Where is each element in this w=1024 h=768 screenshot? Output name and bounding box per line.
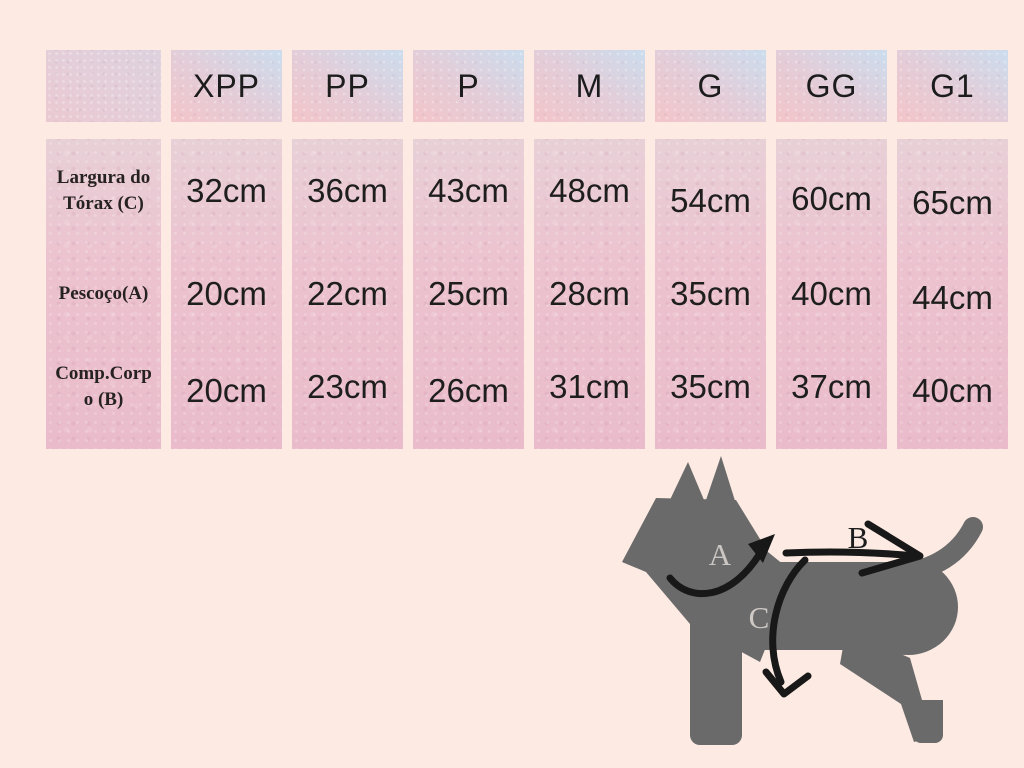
dog-measurement-diagram: A B C xyxy=(610,452,1014,764)
row-label-chest-width: Largura do Tórax (C) xyxy=(56,166,151,214)
value-p-chest: 43cm xyxy=(428,171,509,209)
value-m-length: 31cm xyxy=(549,367,630,405)
size-column-p: 43cm 25cm 26cm xyxy=(413,139,524,449)
value-g1-chest: 65cm xyxy=(912,183,993,221)
size-column-pp: 36cm 22cm 23cm xyxy=(292,139,403,449)
size-column-g1: 65cm 44cm 40cm xyxy=(897,139,1008,449)
back-arrow-b xyxy=(782,548,920,560)
neck-arrow-a xyxy=(666,546,766,598)
value-xpp-length: 20cm xyxy=(186,371,267,409)
size-table: XPP PP P M G GG G1 Largura do Tórax (C) … xyxy=(46,50,1008,449)
value-gg-chest: 60cm xyxy=(791,179,872,217)
value-pp-chest: 36cm xyxy=(307,171,388,209)
back-arrow-b-head xyxy=(858,520,924,577)
value-g-neck: 35cm xyxy=(670,274,751,312)
value-g1-neck: 44cm xyxy=(912,278,993,316)
measure-letter-b: B xyxy=(848,520,869,555)
size-header-xpp: XPP xyxy=(171,50,282,122)
value-xpp-chest: 32cm xyxy=(186,171,267,209)
value-m-chest: 48cm xyxy=(549,171,630,209)
value-m-neck: 28cm xyxy=(549,274,630,312)
value-gg-length: 37cm xyxy=(791,367,872,405)
value-g-length: 35cm xyxy=(670,367,751,405)
chest-arrow-c-head xyxy=(762,668,812,698)
row-label-body-length: Comp.Corpo (B) xyxy=(55,362,152,410)
size-header-g1: G1 xyxy=(897,50,1008,122)
row-labels-column: Largura do Tórax (C) Pescoço(A) Comp.Cor… xyxy=(46,139,161,449)
size-column-xpp: 32cm 20cm 20cm xyxy=(171,139,282,449)
size-header-pp: PP xyxy=(292,50,403,122)
neck-arrow-a-head xyxy=(748,534,775,563)
dog-silhouette-icon xyxy=(622,456,983,745)
size-header-p: P xyxy=(413,50,524,122)
value-gg-neck: 40cm xyxy=(791,274,872,312)
dog-diagram-svg: A B C xyxy=(622,456,983,745)
size-header-m: M xyxy=(534,50,645,122)
value-p-length: 26cm xyxy=(428,371,509,409)
table-corner-swatch xyxy=(46,50,161,122)
size-header-gg: GG xyxy=(776,50,887,122)
value-g-chest: 54cm xyxy=(670,181,751,219)
measure-letter-a: A xyxy=(709,537,732,572)
measure-letter-c: C xyxy=(749,600,770,635)
value-g1-length: 40cm xyxy=(912,371,993,409)
row-label-neck: Pescoço(A) xyxy=(58,282,149,304)
value-pp-length: 23cm xyxy=(307,367,388,405)
value-p-neck: 25cm xyxy=(428,274,509,312)
size-column-gg: 60cm 40cm 37cm xyxy=(776,139,887,449)
value-xpp-neck: 20cm xyxy=(186,274,267,312)
chest-arrow-c xyxy=(769,556,809,686)
value-pp-neck: 22cm xyxy=(307,274,388,312)
size-header-g: G xyxy=(655,50,766,122)
size-column-g: 54cm 35cm 35cm xyxy=(655,139,766,449)
size-column-m: 48cm 28cm 31cm xyxy=(534,139,645,449)
